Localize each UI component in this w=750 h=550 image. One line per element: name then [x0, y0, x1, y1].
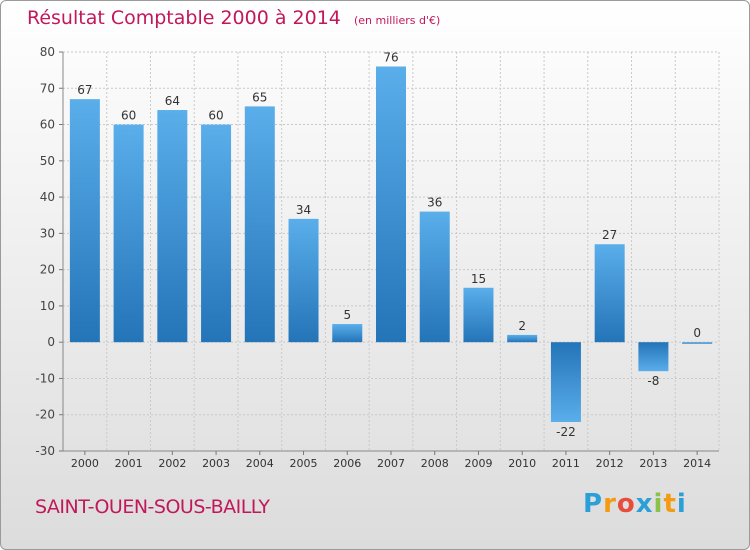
- data-label-2001: 60: [121, 109, 136, 123]
- data-label-2013: -8: [647, 374, 659, 388]
- y-tick-label: 30: [40, 226, 55, 240]
- place-name: SAINT-OUEN-SOUS-BAILLY: [35, 496, 270, 518]
- data-label-2003: 60: [208, 109, 223, 123]
- data-label-2008: 36: [427, 196, 442, 210]
- data-label-2010: 2: [518, 319, 526, 333]
- proxiti-logo: Proxiti: [583, 489, 687, 519]
- bar-2001: [113, 124, 144, 343]
- bar-2012: [594, 244, 625, 343]
- bar-2009: [463, 287, 494, 343]
- data-label-2000: 67: [77, 83, 92, 97]
- x-tick-label-2002: 2002: [158, 457, 186, 470]
- x-tick-label-2012: 2012: [596, 457, 624, 470]
- bar-2003: [201, 124, 232, 343]
- y-tick-label: 20: [40, 263, 55, 277]
- data-label-2011: -22: [556, 425, 576, 439]
- x-tick-label-2013: 2013: [639, 457, 667, 470]
- labels-layer: -30-20-100102030405060708067200060200164…: [35, 45, 711, 470]
- logo-letter: t: [663, 489, 677, 519]
- y-tick-label: 50: [40, 154, 55, 168]
- chart-title: Résultat Comptable 2000 à 2014: [27, 7, 341, 29]
- y-tick-label: 10: [40, 299, 55, 313]
- x-tick-label-2004: 2004: [246, 457, 274, 470]
- logo-letter: i: [653, 489, 664, 519]
- x-tick-label-2006: 2006: [333, 457, 361, 470]
- bar-2011: [550, 342, 581, 422]
- y-tick-label: 70: [40, 81, 55, 95]
- bar-2014: [682, 342, 713, 344]
- bar-2013: [638, 342, 669, 372]
- data-label-2006: 5: [343, 308, 351, 322]
- bar-2000: [69, 99, 100, 343]
- x-tick-label-2008: 2008: [421, 457, 449, 470]
- y-tick-label: 80: [40, 45, 55, 59]
- bar-2006: [332, 324, 363, 343]
- y-tick-label: 60: [40, 118, 55, 132]
- chart-subtitle: (en milliers d'€): [353, 14, 441, 27]
- logo-letter: x: [635, 489, 654, 519]
- x-tick-label-2000: 2000: [71, 457, 99, 470]
- x-tick-label-2014: 2014: [683, 457, 711, 470]
- logo-letter: r: [603, 489, 617, 519]
- x-tick-label-2009: 2009: [464, 457, 492, 470]
- bar-2005: [288, 218, 319, 343]
- y-tick-label: -30: [35, 444, 55, 458]
- logo-letter: i: [676, 489, 687, 519]
- data-label-2002: 64: [165, 94, 180, 108]
- x-tick-label-2007: 2007: [377, 457, 405, 470]
- data-label-2012: 27: [602, 228, 617, 242]
- logo-letter: P: [583, 489, 604, 519]
- data-label-2009: 15: [471, 272, 486, 286]
- x-tick-label-2003: 2003: [202, 457, 230, 470]
- x-tick-label-2010: 2010: [508, 457, 536, 470]
- bar-2002: [157, 110, 188, 343]
- x-tick-label-2005: 2005: [290, 457, 318, 470]
- bar-2007: [376, 66, 406, 343]
- bar-2004: [244, 106, 275, 343]
- data-label-2014: 0: [693, 326, 701, 340]
- x-tick-label-2011: 2011: [552, 457, 580, 470]
- bar-2010: [507, 334, 538, 343]
- bar-2008: [419, 211, 450, 343]
- logo-letter: o: [616, 489, 636, 519]
- x-tick-label-2001: 2001: [115, 457, 143, 470]
- data-label-2004: 65: [252, 90, 267, 104]
- data-label-2005: 34: [296, 203, 311, 217]
- y-tick-label: -10: [35, 371, 55, 385]
- y-tick-label: 0: [47, 335, 55, 349]
- bars-layer: [69, 66, 713, 422]
- data-label-2007: 76: [383, 51, 398, 65]
- y-tick-label: -20: [35, 408, 55, 422]
- title-row: Résultat Comptable 2000 à 2014 (en milli…: [27, 7, 440, 29]
- y-tick-label: 40: [40, 190, 55, 204]
